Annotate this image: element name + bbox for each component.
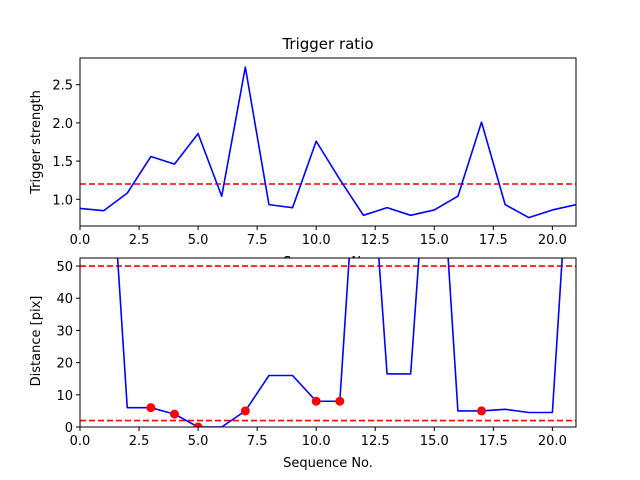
y-tick-label: 30 [56,324,73,339]
x-tick-label: 17.5 [479,434,508,449]
x-tick-label: 5.0 [188,434,209,449]
y-tick-label: 1.0 [52,193,73,208]
data-point [169,409,179,419]
x-tick-label: 10.0 [302,434,331,449]
y-tick-label: 1.5 [52,155,73,170]
x-tick-label: 15.0 [420,233,449,248]
data-point [311,396,321,406]
y-tick-label: 50 [56,260,73,275]
x-tick-label: 7.5 [247,233,268,248]
x-tick-label: 10.0 [302,233,331,248]
x-tick-label: 12.5 [361,434,390,449]
y-tick-label: 40 [56,292,73,307]
y-tick-label: 2.0 [52,117,73,132]
data-point [146,403,156,413]
y-axis-label: Distance [pix] [29,296,44,387]
distance-panel: Distance [pix] Sequence No. 0.0 2.5 5.0 7.5… [29,257,577,471]
chart-title: Trigger ratio [281,35,373,53]
trigger-ratio-panel: Trigger ratio Trigger strength Sequence … [29,35,577,270]
x-tick-label: 17.5 [479,233,508,248]
x-tick-label: 2.5 [129,434,150,449]
plot-area [80,258,576,427]
axes-frame [79,257,577,428]
data-point [193,422,203,427]
y-tick-label: 2.5 [52,79,73,94]
x-tick-label: 20.0 [538,233,567,248]
x-tick-label: 5.0 [188,233,209,248]
x-tick-label: 20.0 [538,434,567,449]
y-tick-label: 0 [65,421,73,436]
data-point [240,406,250,416]
x-tick-label: 0.0 [70,233,91,248]
x-tick-label: 2.5 [129,233,150,248]
y-axis-label: Trigger strength [29,90,44,195]
axes-frame [79,57,577,227]
series-line [80,66,576,219]
plot-area [80,66,576,219]
x-tick-label: 7.5 [247,434,268,449]
y-tick-label: 20 [56,357,73,372]
y-tick-label: 10 [56,389,73,404]
data-point [335,396,345,406]
x-tick-label: 15.0 [420,434,449,449]
data-point [477,406,487,416]
x-tick-label: 12.5 [361,233,390,248]
x-axis-label: Sequence No. [283,456,373,471]
panel-background [80,258,576,427]
x-tick-label: 0.0 [70,434,91,449]
